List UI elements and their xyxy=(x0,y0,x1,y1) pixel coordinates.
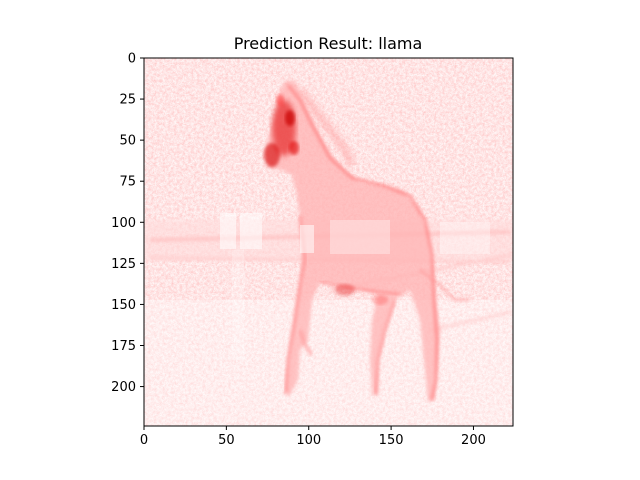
y-axis: 0 25 50 75 100 125 150 175 200 xyxy=(111,52,144,395)
y-tick-label: 50 xyxy=(119,134,136,149)
x-tick-label: 100 xyxy=(296,433,321,448)
watermark-band xyxy=(220,213,490,360)
y-tick-label: 25 xyxy=(119,93,136,108)
y-tick-label: 125 xyxy=(111,257,136,272)
y-tick-label: 175 xyxy=(111,339,136,354)
x-tick-label: 50 xyxy=(218,433,235,448)
y-tick-label: 200 xyxy=(111,380,136,395)
chart-title: Prediction Result: llama xyxy=(234,34,423,53)
x-axis: 0 50 100 150 200 xyxy=(140,426,486,448)
y-tick-label: 75 xyxy=(119,175,136,190)
y-tick-label: 100 xyxy=(111,216,136,231)
y-tick-label: 150 xyxy=(111,298,136,313)
x-tick-label: 0 xyxy=(140,433,148,448)
x-tick-label: 150 xyxy=(379,433,404,448)
y-tick-label: 0 xyxy=(128,52,136,67)
heatmap-image xyxy=(144,58,513,426)
x-tick-label: 200 xyxy=(461,433,486,448)
plot-frame xyxy=(143,57,514,427)
